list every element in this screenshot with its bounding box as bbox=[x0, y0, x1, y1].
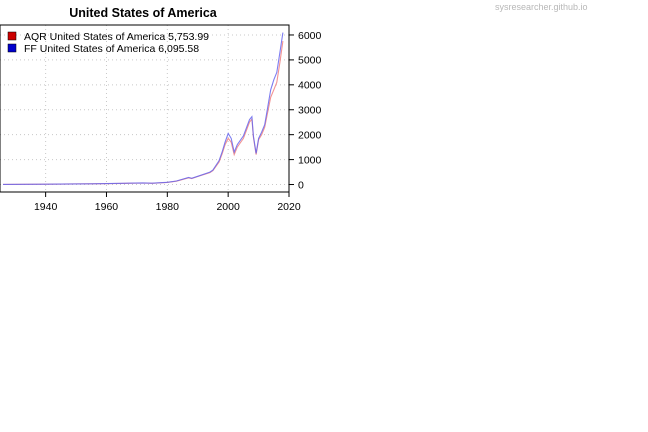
legend-swatch bbox=[7, 43, 17, 53]
series-line bbox=[2, 32, 284, 185]
plot-border bbox=[0, 24, 290, 193]
y-tick-label: 4000 bbox=[298, 80, 322, 92]
legend-label: AQR United States of America 5,753.99 bbox=[24, 31, 209, 43]
watermark: sysresearcher.github.io bbox=[495, 2, 588, 12]
legend: AQR United States of America 5,753.99FF … bbox=[7, 31, 209, 55]
grid bbox=[0, 25, 290, 192]
x-tick-label: 1960 bbox=[95, 201, 119, 213]
y-tick-label: 2000 bbox=[298, 129, 322, 141]
y-tick-label: 1000 bbox=[298, 154, 322, 166]
x-axis: 1940 1960 1980 2000 2020 bbox=[34, 192, 301, 213]
y-tick-label: 5000 bbox=[298, 55, 322, 67]
x-tick-label: 1980 bbox=[156, 201, 180, 213]
y-tick-label: 0 bbox=[298, 179, 304, 191]
x-tick-label: 2020 bbox=[277, 201, 301, 213]
x-tick-label: 1940 bbox=[34, 201, 58, 213]
chart-title: United States of America bbox=[69, 6, 218, 20]
series-line bbox=[2, 41, 284, 185]
legend-swatch bbox=[7, 31, 17, 41]
legend-label: FF United States of America 6,095.58 bbox=[24, 43, 199, 55]
y-tick-label: 3000 bbox=[298, 105, 322, 117]
y-axis: 0 1000 2000 3000 4000 5000 6000 bbox=[289, 30, 322, 191]
series-lines bbox=[2, 32, 284, 185]
x-tick-label: 2000 bbox=[216, 201, 240, 213]
y-tick-label: 6000 bbox=[298, 30, 322, 42]
